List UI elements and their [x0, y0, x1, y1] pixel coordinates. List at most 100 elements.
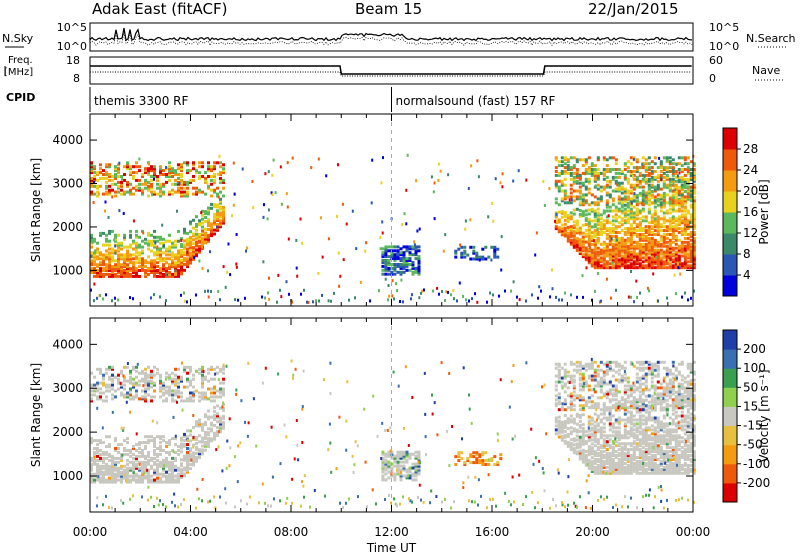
heatmap-cell	[396, 264, 400, 268]
heatmap-cell	[656, 233, 660, 236]
heatmap-cell	[644, 225, 647, 229]
heatmap-cell	[219, 428, 222, 432]
heatmap-cell	[608, 205, 612, 209]
heatmap-cell	[692, 252, 696, 256]
heatmap-cell	[650, 256, 654, 260]
heatmap-cell	[219, 199, 222, 203]
heatmap-cell	[195, 436, 198, 439]
heatmap-cell	[174, 373, 177, 377]
heatmap-cell	[590, 378, 594, 382]
heatmap-cell	[560, 366, 564, 370]
heatmap-cell	[605, 454, 609, 457]
heatmap-cell	[587, 453, 591, 457]
heatmap-cell	[620, 240, 624, 244]
heatmap-cell	[177, 188, 180, 192]
heatmap-cell	[668, 203, 672, 207]
heatmap-cell	[454, 255, 458, 259]
heatmap-cell	[171, 171, 174, 175]
heatmap-cell	[578, 437, 582, 441]
heatmap-cell	[126, 255, 129, 259]
heatmap-cell	[162, 265, 165, 269]
heatmap-cell	[117, 298, 119, 302]
heatmap-cell	[581, 452, 585, 456]
heatmap-cell	[638, 450, 642, 454]
heatmap-cell	[662, 254, 665, 258]
heatmap-cell	[620, 380, 624, 384]
heatmap-cell	[566, 394, 570, 398]
heatmap-cell	[554, 225, 558, 229]
heatmap-cell	[572, 390, 576, 394]
heatmap-cell	[198, 240, 201, 244]
heatmap-cell	[213, 437, 216, 441]
heatmap-cell	[590, 193, 594, 197]
heatmap-cell	[102, 274, 105, 278]
heatmap-cell	[99, 257, 102, 261]
heatmap-cell	[617, 189, 621, 193]
heatmap-cell	[662, 264, 666, 268]
heatmap-cell	[644, 242, 648, 246]
heatmap-cell	[620, 418, 624, 422]
heatmap-cell	[114, 182, 117, 186]
heatmap-cell	[90, 462, 93, 466]
heatmap-cell	[575, 428, 579, 432]
heatmap-cell	[120, 265, 123, 269]
heatmap-cell	[159, 188, 162, 192]
heatmap-cell	[195, 192, 198, 196]
heatmap-cell	[153, 441, 156, 445]
heatmap-cell	[683, 227, 687, 231]
heatmap-cell	[93, 375, 96, 379]
heatmap-cell	[156, 269, 159, 272]
heatmap-cell	[147, 186, 150, 190]
heatmap-cell	[581, 440, 585, 444]
heatmap-cell	[168, 474, 171, 478]
heatmap-cell	[114, 395, 117, 399]
heatmap-cell	[587, 203, 591, 207]
heatmap-cell	[126, 476, 129, 480]
heatmap-cell	[222, 414, 225, 418]
heatmap-cell	[564, 291, 566, 295]
heatmap-cell	[683, 195, 687, 199]
heatmap-cell	[620, 209, 624, 213]
heatmap-cell	[141, 397, 144, 401]
heatmap-cell	[300, 292, 302, 296]
heatmap-cell	[656, 227, 660, 231]
heatmap-cell	[611, 424, 615, 428]
heatmap-cell	[566, 220, 570, 223]
heatmap-cell	[587, 437, 591, 441]
heatmap-cell	[632, 195, 636, 199]
heatmap-cell	[177, 265, 180, 269]
heatmap-cell	[692, 201, 696, 205]
heatmap-cell	[599, 233, 603, 236]
heatmap-cell	[132, 267, 135, 271]
heatmap-cell	[93, 451, 96, 454]
heatmap-cell	[235, 265, 238, 269]
heatmap-cell	[460, 245, 464, 249]
heatmap-cell	[121, 177, 124, 181]
heatmap-cell	[183, 251, 186, 255]
heatmap-cell	[629, 461, 633, 465]
heatmap-cell	[111, 175, 114, 178]
heatmap-cell	[111, 251, 114, 255]
heatmap-cell	[650, 195, 654, 199]
heatmap-cell	[147, 379, 150, 383]
heatmap-cell	[650, 217, 654, 221]
heatmap-cell	[180, 458, 183, 462]
heatmap-cell	[644, 394, 648, 398]
heatmap-cell	[108, 468, 111, 472]
heatmap-cell	[414, 266, 418, 270]
heatmap-cell	[141, 190, 144, 194]
heatmap-cell	[683, 213, 687, 217]
heatmap-cell	[638, 248, 642, 252]
heatmap-cell	[126, 165, 129, 169]
heatmap-cell	[626, 219, 630, 223]
heatmap-cell	[623, 207, 627, 211]
heatmap-cell	[93, 271, 96, 274]
heatmap-cell	[108, 173, 111, 176]
heatmap-cell	[644, 384, 648, 388]
heatmap-cell	[587, 257, 591, 261]
heatmap-cell	[662, 250, 666, 254]
heatmap-cell	[659, 187, 663, 191]
heatmap-cell	[683, 229, 687, 233]
heatmap-cell	[596, 203, 600, 207]
heatmap-cell	[581, 249, 585, 253]
